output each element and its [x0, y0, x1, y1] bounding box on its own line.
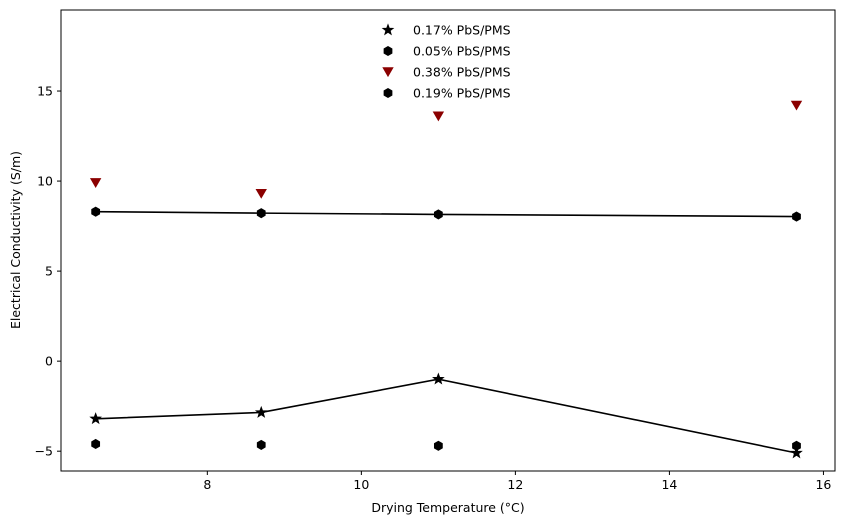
- series-0: [89, 372, 803, 459]
- data-point: [792, 211, 801, 222]
- legend-item: 0.19% PbS/PMS: [383, 86, 511, 101]
- y-axis-ticks: −5 0 5 10 15: [35, 84, 61, 459]
- x-tick-label: 8: [203, 477, 211, 492]
- x-axis-ticks: 8 10 12 14 16: [203, 471, 831, 492]
- x-tick-label: 16: [815, 477, 831, 492]
- data-point: [256, 439, 266, 450]
- legend: 0.17% PbS/PMS 0.05% PbS/PMS 0.38% PbS/PMS 0…: [381, 23, 511, 101]
- data-point: [433, 209, 443, 220]
- legend-label: 0.19% PbS/PMS: [413, 86, 511, 101]
- legend-item: 0.17% PbS/PMS: [381, 23, 511, 38]
- y-tick-label: −5: [35, 444, 53, 459]
- legend-item: 0.05% PbS/PMS: [383, 44, 511, 59]
- data-point: [89, 412, 102, 425]
- x-tick-label: 10: [353, 477, 369, 492]
- data-point: [433, 440, 443, 451]
- legend-label: 0.05% PbS/PMS: [413, 44, 511, 59]
- data-point: [89, 178, 102, 188]
- series-line: [95, 210, 797, 218]
- y-tick-label: 10: [37, 174, 53, 189]
- data-point: [256, 208, 266, 219]
- legend-label: 0.17% PbS/PMS: [413, 23, 511, 38]
- y-tick-label: 5: [45, 264, 53, 279]
- legend-item: 0.38% PbS/PMS: [382, 65, 511, 80]
- data-point: [255, 188, 267, 199]
- y-axis-label: Electrical Conductivity (S/m): [8, 151, 23, 329]
- legend-marker: [381, 23, 395, 36]
- data-point: [792, 440, 801, 451]
- series-3: [91, 206, 801, 222]
- data-point: [254, 405, 268, 418]
- data-point: [432, 372, 445, 385]
- series-1: [91, 438, 801, 451]
- data-point: [91, 206, 101, 217]
- data-point: [91, 438, 101, 450]
- x-tick-label: 14: [661, 477, 677, 492]
- legend-marker: [383, 87, 393, 99]
- data-point: [790, 446, 803, 459]
- legend-label: 0.38% PbS/PMS: [413, 65, 511, 80]
- x-axis-label: Drying Temperature (°C): [371, 500, 524, 515]
- y-tick-label: 15: [37, 84, 53, 99]
- data-point: [790, 100, 803, 111]
- series-layer: [89, 100, 803, 459]
- data-point: [432, 111, 445, 122]
- series-2: [89, 100, 803, 199]
- x-tick-label: 12: [507, 477, 523, 492]
- series-line: [95, 378, 797, 454]
- plot-area: [60, 9, 836, 472]
- legend-marker: [382, 67, 394, 78]
- legend-marker: [383, 45, 393, 57]
- y-tick-label: 0: [45, 354, 53, 369]
